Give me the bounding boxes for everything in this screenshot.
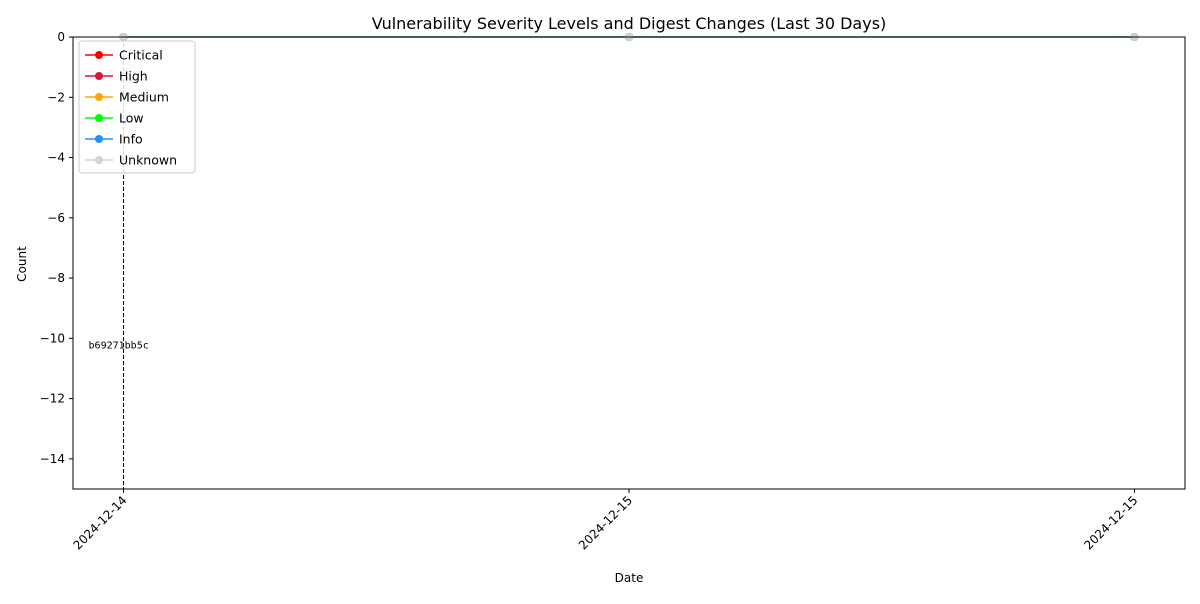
legend-entry-critical: Critical: [119, 48, 163, 63]
y-tick-label: 0: [57, 30, 65, 44]
x-tick-label: 2024-12-14: [70, 493, 129, 552]
x-tick-label: 2024-12-15: [1081, 493, 1140, 552]
legend-swatch-marker: [95, 72, 103, 80]
y-tick-label: −14: [40, 452, 65, 466]
chart-title: Vulnerability Severity Levels and Digest…: [372, 14, 887, 33]
y-tick-label: −10: [40, 331, 65, 345]
y-tick-label: −4: [47, 151, 65, 165]
legend-entry-medium: Medium: [119, 90, 169, 105]
x-tick-label: 2024-12-15: [576, 493, 635, 552]
plot-area: b69271bb5c 0 −2 −4 −6 −8 −10 −12 −14 2024-12-14 20…: [40, 30, 1186, 552]
y-axis-label: Count: [15, 246, 29, 282]
legend-swatch-marker: [95, 114, 103, 122]
legend-swatch-marker: [95, 93, 103, 101]
y-tick-label: −6: [47, 211, 65, 225]
x-axis-label: Date: [615, 571, 644, 585]
legend-entry-unknown: Unknown: [119, 153, 177, 168]
y-tick-label: −2: [47, 90, 65, 104]
legend-swatch-marker: [95, 156, 103, 164]
legend-box: [78, 40, 196, 174]
plot-frame: [72, 36, 1186, 490]
legend-swatch-marker: [95, 51, 103, 59]
legend-entry-low: Low: [119, 111, 144, 126]
y-tick-label: −8: [47, 271, 65, 285]
legend-swatch-marker: [95, 135, 103, 143]
legend-entry-high: High: [119, 69, 148, 84]
legend-entry-info: Info: [119, 132, 143, 147]
digest-change-label: b69271bb5c: [89, 340, 149, 351]
y-tick-label: −12: [40, 392, 65, 406]
